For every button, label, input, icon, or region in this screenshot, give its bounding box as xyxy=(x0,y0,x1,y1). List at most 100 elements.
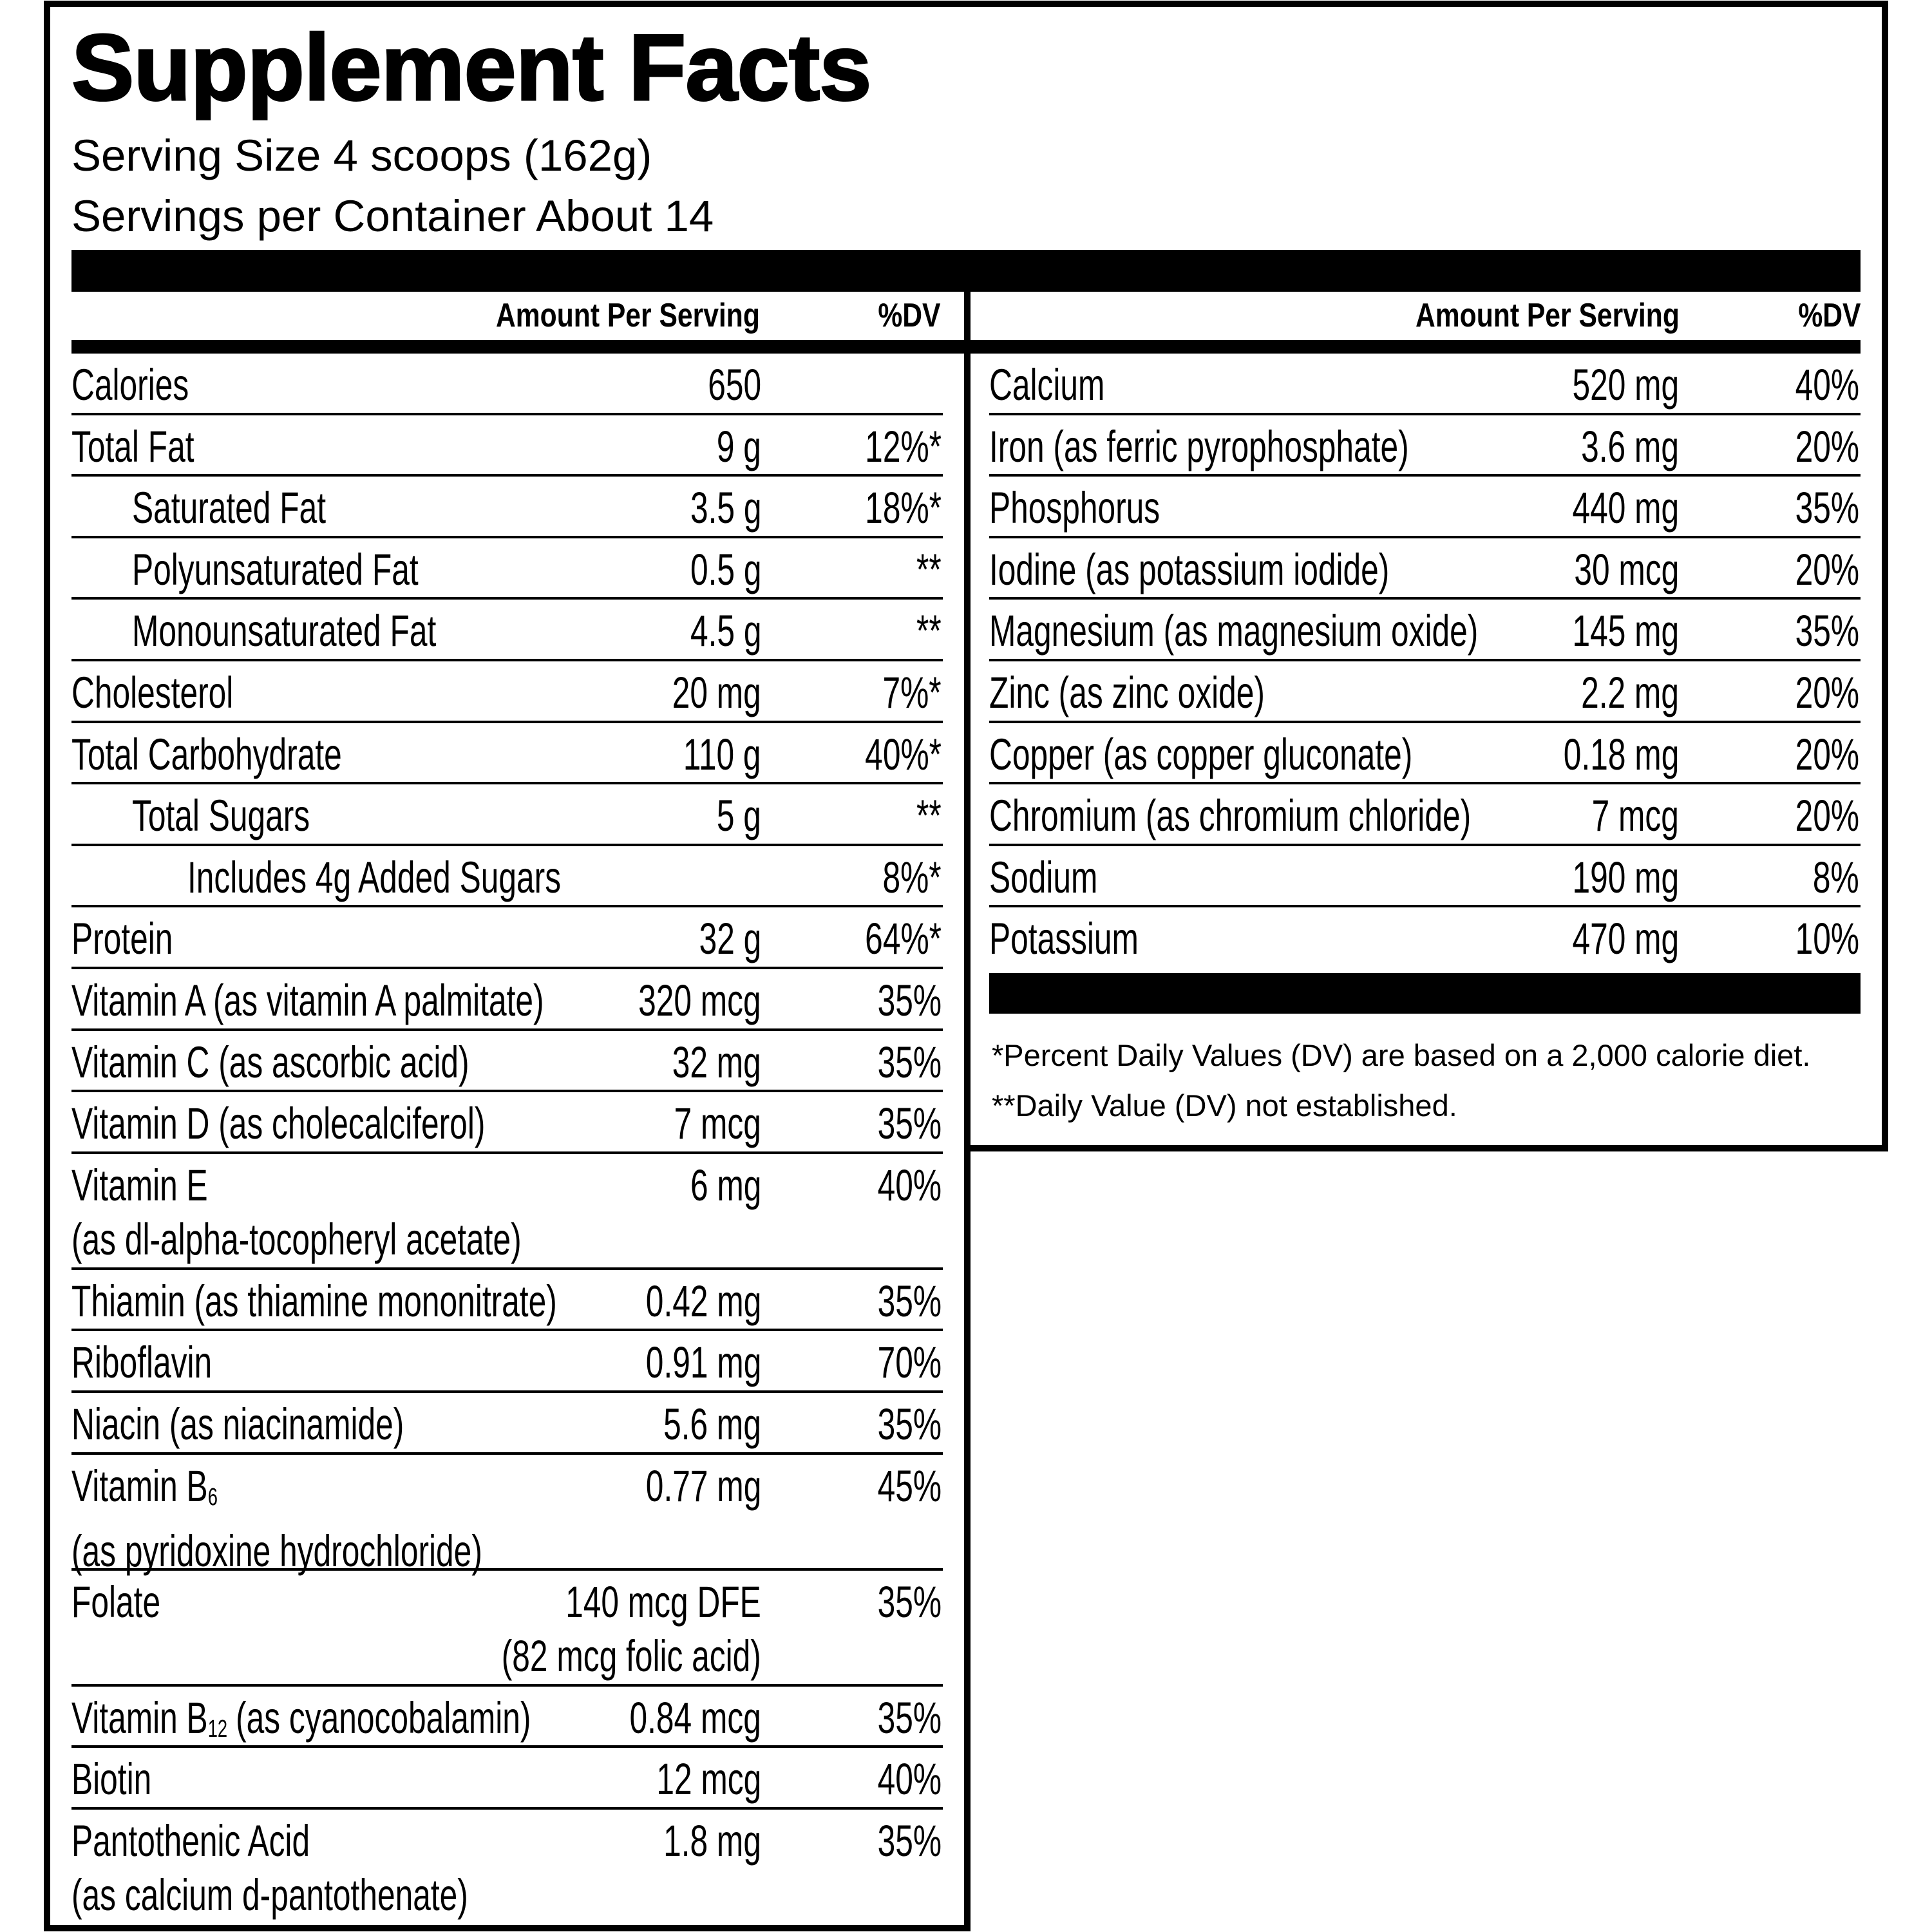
name: Thiamin (as thiamine mononitrate) xyxy=(71,1276,557,1326)
subscript: 12 xyxy=(207,1715,228,1743)
name-text: Total Sugars xyxy=(132,789,310,843)
name: Pantothenic Acid xyxy=(71,1815,310,1866)
amount: 4.5 g xyxy=(663,604,761,658)
name-text: Iodine (as potassium iodide) xyxy=(989,543,1389,597)
dv-text: 64%* xyxy=(865,914,942,964)
nutrient-name: Potassium xyxy=(989,912,1197,966)
amount-text: 440 mg xyxy=(1572,483,1679,533)
amount: 9 g xyxy=(699,420,761,474)
nutrient-name: Copper (as copper gluconate) xyxy=(989,728,1577,782)
dv-text: 40% xyxy=(877,1160,942,1210)
nutrient-row: Pantothenic Acid (as calcium d-pantothena… xyxy=(71,1810,943,1926)
dv-text: 20% xyxy=(1795,544,1859,594)
daily-value: 40%* xyxy=(835,728,942,782)
amount: 145 mg xyxy=(1531,604,1679,658)
dv-text: 35% xyxy=(877,975,942,1025)
nutrient-name: Thiamin (as thiamine mononitrate) xyxy=(71,1274,746,1329)
nutrient-row: Saturated Fat 3.5 g 18%* xyxy=(71,477,943,538)
daily-value: 12%* xyxy=(835,420,942,474)
dv-text: 35% xyxy=(877,1037,942,1087)
daily-value: 10% xyxy=(1770,912,1859,966)
name: Vitamin B xyxy=(71,1461,208,1511)
nutrient-row: Sodium 190 mg 8% xyxy=(989,846,1861,908)
title: Supplement Facts xyxy=(70,14,872,121)
nutrient-row: Folate 140 mcg DFE (82 mcg folic acid) 35% xyxy=(71,1571,943,1687)
dv-text: 35% xyxy=(1795,606,1859,656)
nutrient-name: Polyunsaturated Fat xyxy=(132,543,530,597)
amount: 0.18 mg xyxy=(1519,728,1679,782)
nutrient-row: Total Carbohydrate 110 g 40%* xyxy=(71,723,943,785)
name: Riboflavin xyxy=(71,1338,213,1388)
name-suffix: (as cyanocobalamin) xyxy=(236,1692,531,1743)
amount-text: 20 mg xyxy=(672,667,761,717)
nutrient-name: Vitamin C (as ascorbic acid) xyxy=(71,1036,624,1090)
amount-text: 0.91 mg xyxy=(645,1338,761,1388)
amount-text: 520 mg xyxy=(1572,360,1679,410)
name-text: Niacin (as niacinamide) xyxy=(71,1397,404,1452)
amount: 190 mg xyxy=(1531,851,1679,905)
amount: 440 mg xyxy=(1531,481,1679,535)
name: Sodium xyxy=(989,852,1098,902)
dv-text: 20% xyxy=(1795,729,1859,779)
header-rule xyxy=(971,340,1861,354)
daily-value: 35% xyxy=(853,1097,942,1151)
nutrient-row: Vitamin C (as ascorbic acid) 32 mg 35% xyxy=(71,1031,943,1093)
daily-value: ** xyxy=(907,789,942,843)
nutrient-row: Cholesterol 20 mg 7%* xyxy=(71,661,943,723)
amount-text: 140 mcg DFE xyxy=(565,1577,761,1627)
amount-text: 5 g xyxy=(716,791,761,841)
name: Includes 4g Added Sugars xyxy=(187,852,562,902)
name-text: Biotin xyxy=(71,1752,151,1806)
daily-value: 35% xyxy=(853,1397,942,1452)
name: Potassium xyxy=(989,914,1139,964)
name: Calcium xyxy=(989,360,1105,410)
nutrient-name: Phosphorus xyxy=(989,481,1226,535)
left-table: Calories 650 Total Fat 9 g 12%* Saturated Fat… xyxy=(71,354,943,1926)
name-text: Vitamin B6 xyxy=(71,1459,218,1524)
nutrient-name: Riboflavin xyxy=(71,1336,267,1390)
name: Polyunsaturated Fat xyxy=(132,544,419,594)
dv-text: ** xyxy=(916,791,942,841)
nutrient-name: Vitamin B12 (as cyanocobalamin) xyxy=(71,1691,710,1756)
amount: 0.91 mg xyxy=(601,1336,761,1390)
amount: 140 mcg DFE (82 mcg folic acid) xyxy=(401,1575,761,1683)
name-text: Chromium (as chromium chloride) xyxy=(989,789,1471,843)
nutrient-name: Chromium (as chromium chloride) xyxy=(989,789,1658,843)
name-text: Copper (as copper gluconate) xyxy=(989,728,1412,782)
nutrient-row: Polyunsaturated Fat 0.5 g ** xyxy=(71,538,943,600)
name-text: Polyunsaturated Fat xyxy=(132,543,419,597)
amount: 32 mg xyxy=(638,1036,761,1090)
column-header: Amount Per Serving xyxy=(496,297,760,334)
amount: 3.5 g xyxy=(663,481,761,535)
name: Saturated Fat xyxy=(132,483,327,533)
name: Iron (as ferric pyrophosphate) xyxy=(989,421,1409,471)
name-text: Protein xyxy=(71,912,173,966)
name-text: Phosphorus xyxy=(989,481,1160,535)
name-detail: (as pyridoxine hydrochloride) xyxy=(71,1526,482,1576)
amount: 110 g xyxy=(653,728,761,782)
amount-text: 32 g xyxy=(699,914,761,964)
nutrient-name: Includes 4g Added Sugars xyxy=(187,851,706,905)
daily-value: 35% xyxy=(853,1691,942,1745)
daily-value: 20% xyxy=(1770,666,1859,720)
amount-detail: (82 mcg folic acid) xyxy=(501,1631,761,1681)
column-header: Amount Per Serving xyxy=(1416,297,1680,334)
nutrient-name: Monounsaturated Fat xyxy=(132,604,554,658)
nutrient-name: Cholesterol xyxy=(71,666,296,720)
daily-value: 40% xyxy=(853,1159,942,1213)
name: Vitamin D (as cholecalciferol) xyxy=(71,1099,486,1149)
nutrient-name: Sodium xyxy=(989,851,1140,905)
dv-text: 40%* xyxy=(865,729,942,779)
nutrient-name: Vitamin E (as dl-alpha-tocopheryl acetate… xyxy=(71,1159,696,1267)
name-text: Vitamin D (as cholecalciferol) xyxy=(71,1097,485,1151)
daily-value: 8% xyxy=(1795,851,1859,905)
name: Monounsaturated Fat xyxy=(132,606,437,656)
amount-text: 650 xyxy=(708,360,761,410)
amount-text: 0.42 mg xyxy=(645,1276,761,1326)
amount: 2.2 mg xyxy=(1543,666,1679,720)
daily-value: 35% xyxy=(853,1036,942,1090)
amount: 32 g xyxy=(675,912,761,966)
amount-text: 0.77 mg xyxy=(645,1461,761,1511)
nutrient-name: Protein xyxy=(71,912,213,966)
dv-text: 35% xyxy=(877,1399,942,1449)
